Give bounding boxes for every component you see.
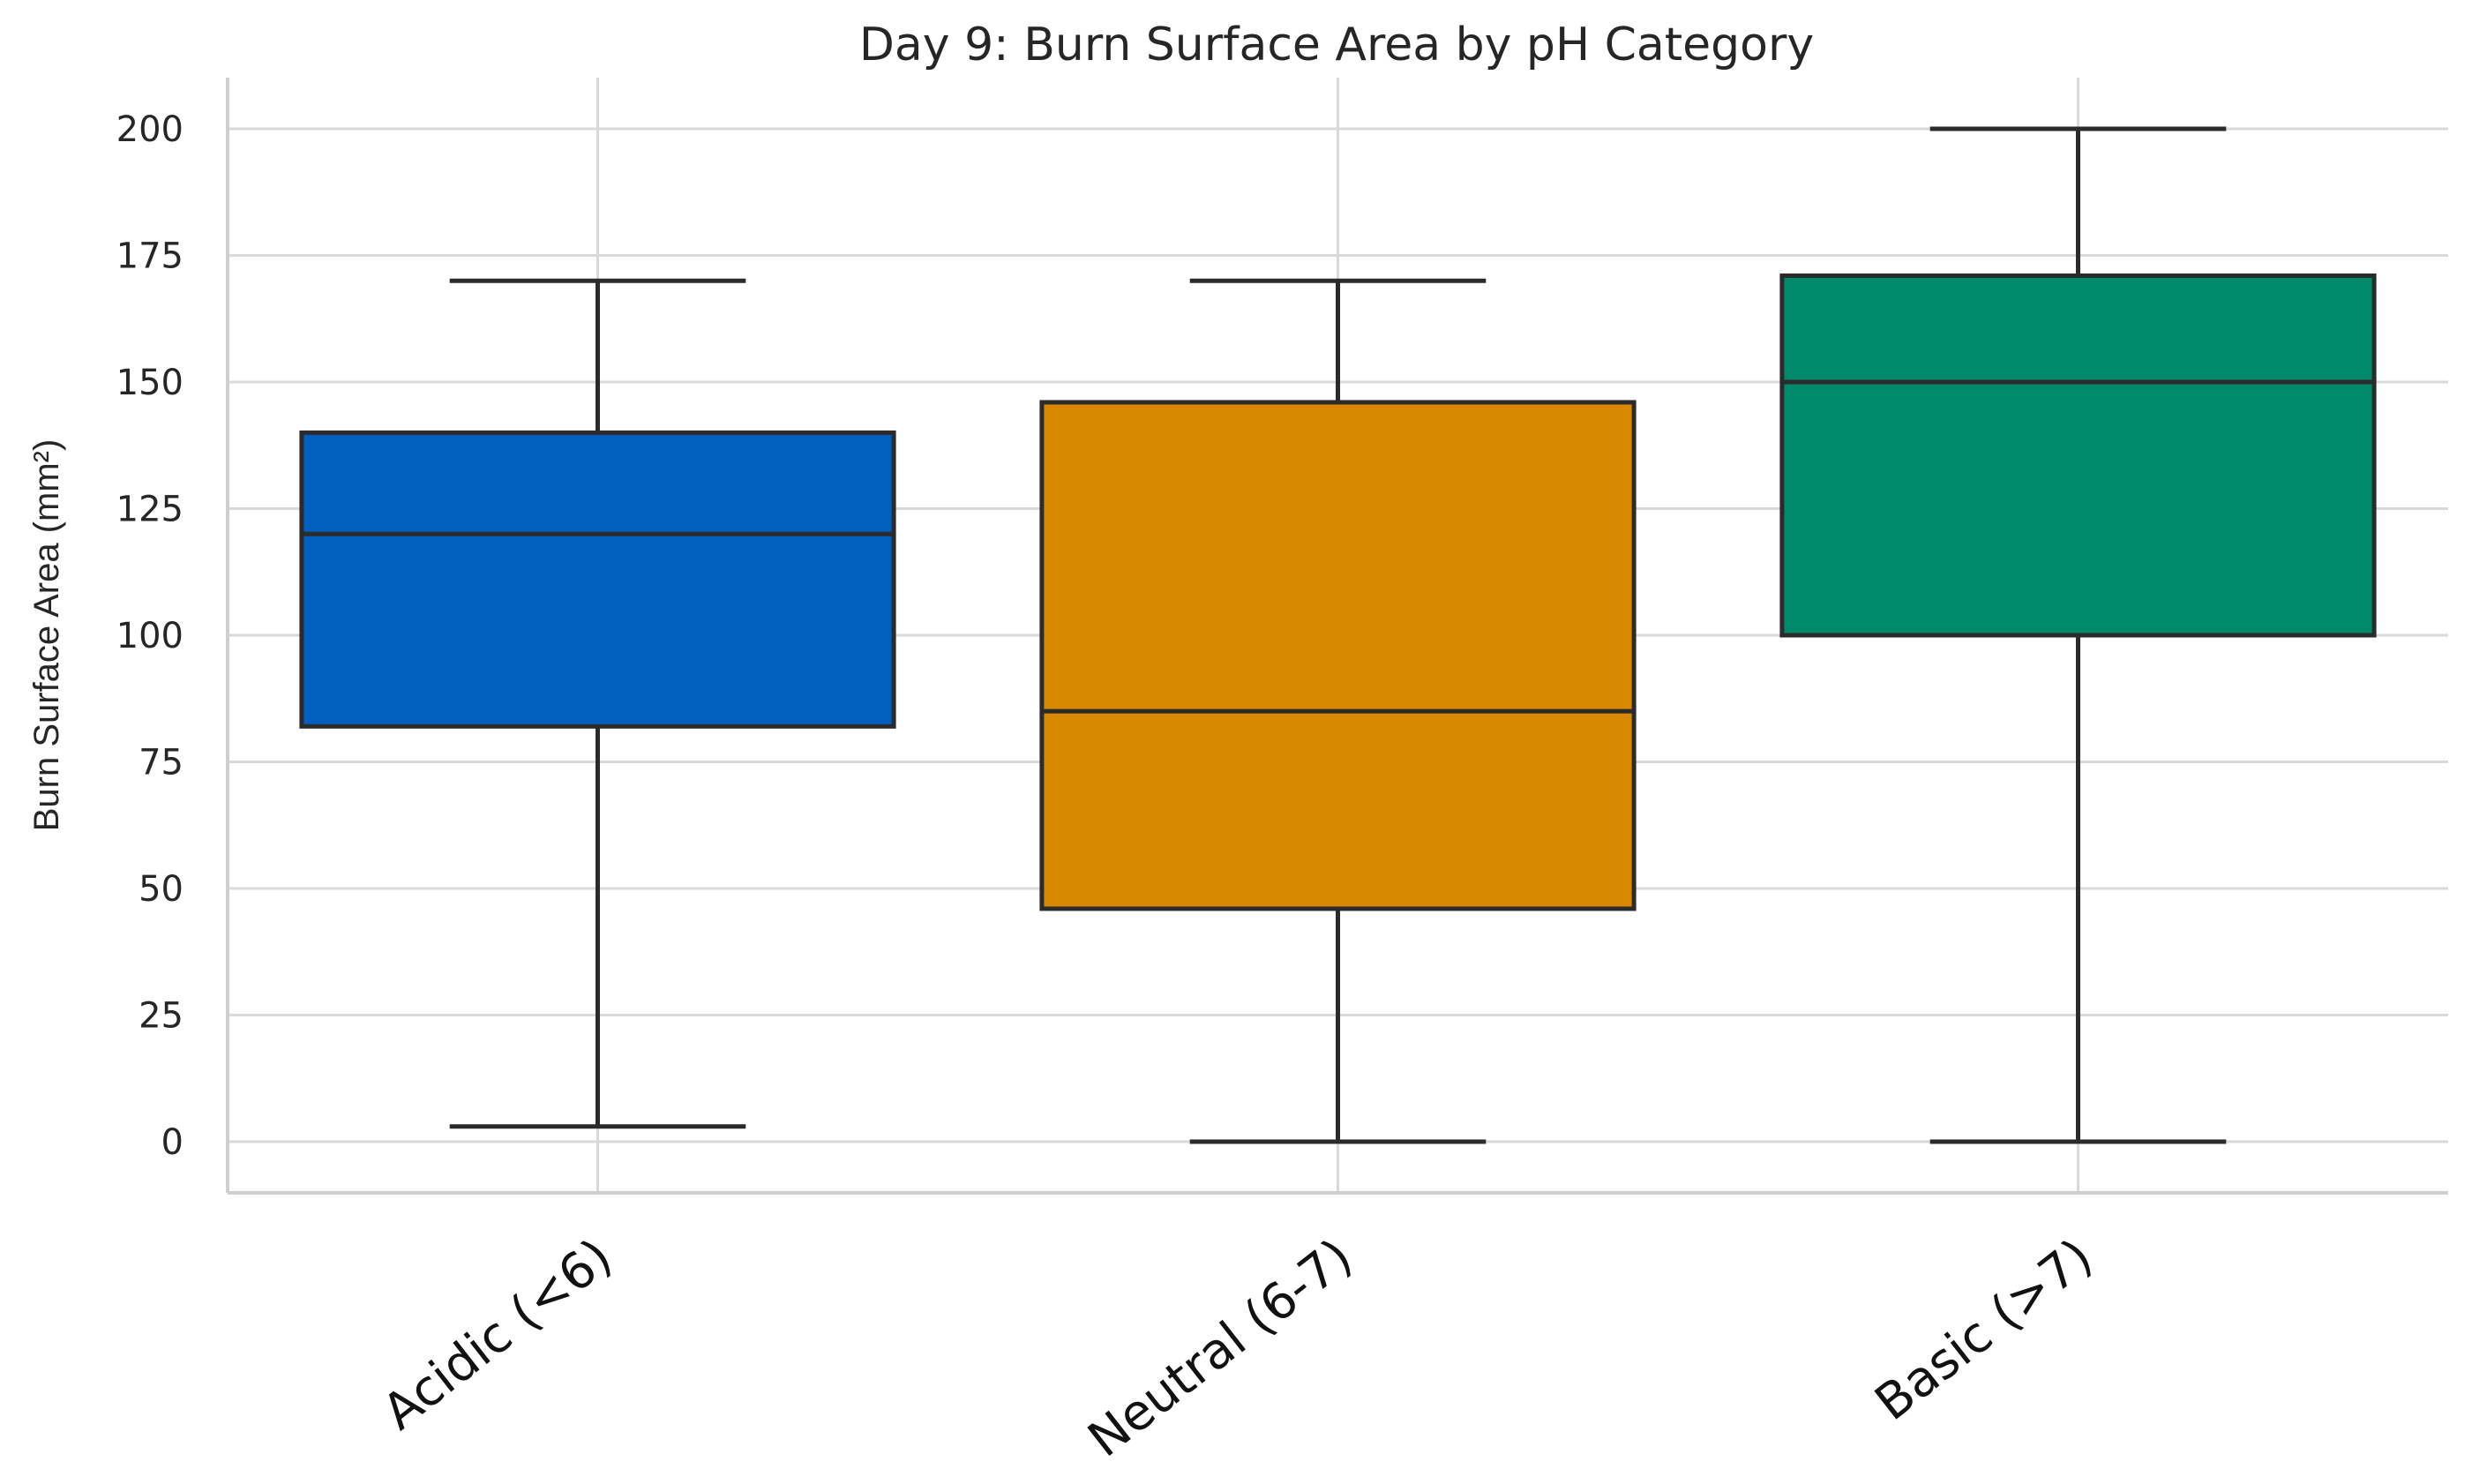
y-tick-label: 125 [116, 490, 184, 530]
box-group [299, 278, 896, 1129]
y-tick-label: 100 [116, 616, 184, 656]
box-group [1779, 126, 2377, 1144]
x-tick-label: Acidic (<6) [372, 1228, 623, 1442]
y-tick-label: 0 [161, 1122, 184, 1163]
y-axis-ticks: 0 25 50 75 100 125 150 175 200 [116, 109, 184, 1163]
iqr-box [1039, 400, 1637, 911]
x-tick-label: Neutral (6-7) [1078, 1228, 1363, 1469]
x-tick-label: Basic (>7) [1865, 1228, 2103, 1432]
y-tick-label: 50 [139, 869, 184, 910]
y-tick-label: 75 [139, 743, 184, 783]
x-axis-ticks: Acidic (<6) Neutral (6-7) Basic (>7) [372, 1228, 2103, 1469]
y-tick-label: 25 [139, 996, 184, 1037]
y-tick-label: 150 [116, 363, 184, 403]
y-tick-label: 175 [116, 236, 184, 277]
chart-title: Day 9: Burn Surface Area by pH Category [859, 19, 1814, 71]
iqr-box [1779, 273, 2377, 638]
y-tick-label: 200 [116, 109, 184, 150]
iqr-box [299, 430, 896, 729]
boxes [299, 126, 2377, 1144]
y-axis-label: Burn Surface Area (mm²) [27, 439, 66, 832]
box-group [1039, 278, 1637, 1144]
